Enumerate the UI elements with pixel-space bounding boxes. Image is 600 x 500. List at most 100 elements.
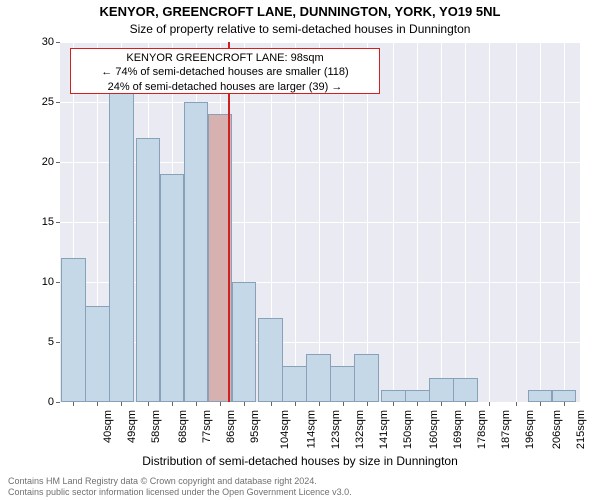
ytick-label: 25 [14,96,54,108]
xtick-mark [489,402,490,406]
xtick-mark [244,402,245,406]
gridline-v [489,42,490,402]
ytick-mark [56,402,60,403]
histogram-bar [429,378,454,402]
ytick-label: 10 [14,276,54,288]
xtick-mark [220,402,221,406]
xtick-label: 178sqm [476,410,488,449]
xtick-label: 196sqm [524,410,536,449]
gridline-v [343,42,344,402]
xtick-label: 86sqm [225,410,237,443]
x-axis-label: Distribution of semi-detached houses by … [0,454,600,468]
gridline-v [564,42,565,402]
histogram-bar [282,366,307,402]
gridline-v [516,42,517,402]
histogram-bar [405,390,430,402]
footer-line-1: Contains HM Land Registry data © Crown c… [8,476,352,487]
histogram-bar [61,258,86,402]
legend-line-2: ← 74% of semi-detached houses are smalle… [75,65,375,79]
xtick-mark [343,402,344,406]
xtick-mark [393,402,394,406]
xtick-label: 77sqm [201,410,213,443]
plot-area [60,42,580,402]
xtick-label: 160sqm [428,410,440,449]
xtick-label: 150sqm [402,410,414,449]
gridline-v [540,42,541,402]
legend-line-3: 24% of semi-detached houses are larger (… [75,80,375,94]
histogram-bar [184,102,209,402]
xtick-mark [97,402,98,406]
property-marker-line [228,42,230,402]
xtick-label: 95sqm [249,410,261,443]
histogram-bar [330,366,355,402]
gridline-v [295,42,296,402]
footer-attribution: Contains HM Land Registry data © Crown c… [8,476,352,498]
histogram-bar [258,318,283,402]
ytick-label: 0 [14,396,54,408]
xtick-mark [121,402,122,406]
ytick-mark [56,102,60,103]
ytick-mark [56,342,60,343]
xtick-label: 114sqm [305,410,317,448]
gridline-h [60,102,580,103]
xtick-label: 104sqm [279,410,291,449]
xtick-mark [73,402,74,406]
xtick-label: 58sqm [150,410,162,443]
gridline-v [465,42,466,402]
xtick-label: 49sqm [126,410,138,443]
legend-box: KENYOR GREENCROFT LANE: 98sqm ← 74% of s… [70,48,380,94]
xtick-mark [540,402,541,406]
xtick-label: 187sqm [500,410,512,449]
gridline-v [393,42,394,402]
ytick-mark [56,162,60,163]
chart-subtitle: Size of property relative to semi-detach… [0,22,600,36]
ytick-mark [56,42,60,43]
gridline-v [441,42,442,402]
xtick-mark [295,402,296,406]
histogram-bar [354,354,379,402]
histogram-bar [453,378,478,402]
histogram-bar [528,390,553,402]
histogram-bar [306,354,331,402]
xtick-label: 169sqm [452,410,464,449]
xtick-label: 141sqm [378,410,390,449]
xtick-mark [319,402,320,406]
xtick-mark [196,402,197,406]
xtick-mark [417,402,418,406]
histogram-bar [381,390,406,402]
xtick-label: 215sqm [575,410,587,449]
xtick-label: 132sqm [354,410,366,449]
xtick-label: 68sqm [177,410,189,443]
chart-title-address: KENYOR, GREENCROFT LANE, DUNNINGTON, YOR… [0,4,600,19]
ytick-label: 20 [14,156,54,168]
xtick-mark [172,402,173,406]
ytick-mark [56,222,60,223]
xtick-label: 206sqm [551,410,563,449]
histogram-bar [136,138,161,402]
xtick-label: 123sqm [330,410,342,449]
histogram-bar [552,390,577,402]
gridline-v [367,42,368,402]
gridline-h [60,42,580,43]
xtick-mark [564,402,565,406]
xtick-mark [441,402,442,406]
histogram-bar [109,90,134,402]
footer-line-2: Contains public sector information licen… [8,487,352,498]
gridline-v [319,42,320,402]
chart-container: KENYOR, GREENCROFT LANE, DUNNINGTON, YOR… [0,0,600,500]
legend-line-1: KENYOR GREENCROFT LANE: 98sqm [75,51,375,65]
histogram-bar [160,174,185,402]
xtick-mark [516,402,517,406]
histogram-bar [85,306,110,402]
ytick-mark [56,282,60,283]
xtick-label: 40sqm [102,410,114,443]
gridline-v [417,42,418,402]
xtick-mark [148,402,149,406]
xtick-mark [271,402,272,406]
ytick-label: 15 [14,216,54,228]
ytick-label: 30 [14,36,54,48]
histogram-bar [232,282,257,402]
ytick-label: 5 [14,336,54,348]
gridline-h [60,402,580,403]
xtick-mark [367,402,368,406]
